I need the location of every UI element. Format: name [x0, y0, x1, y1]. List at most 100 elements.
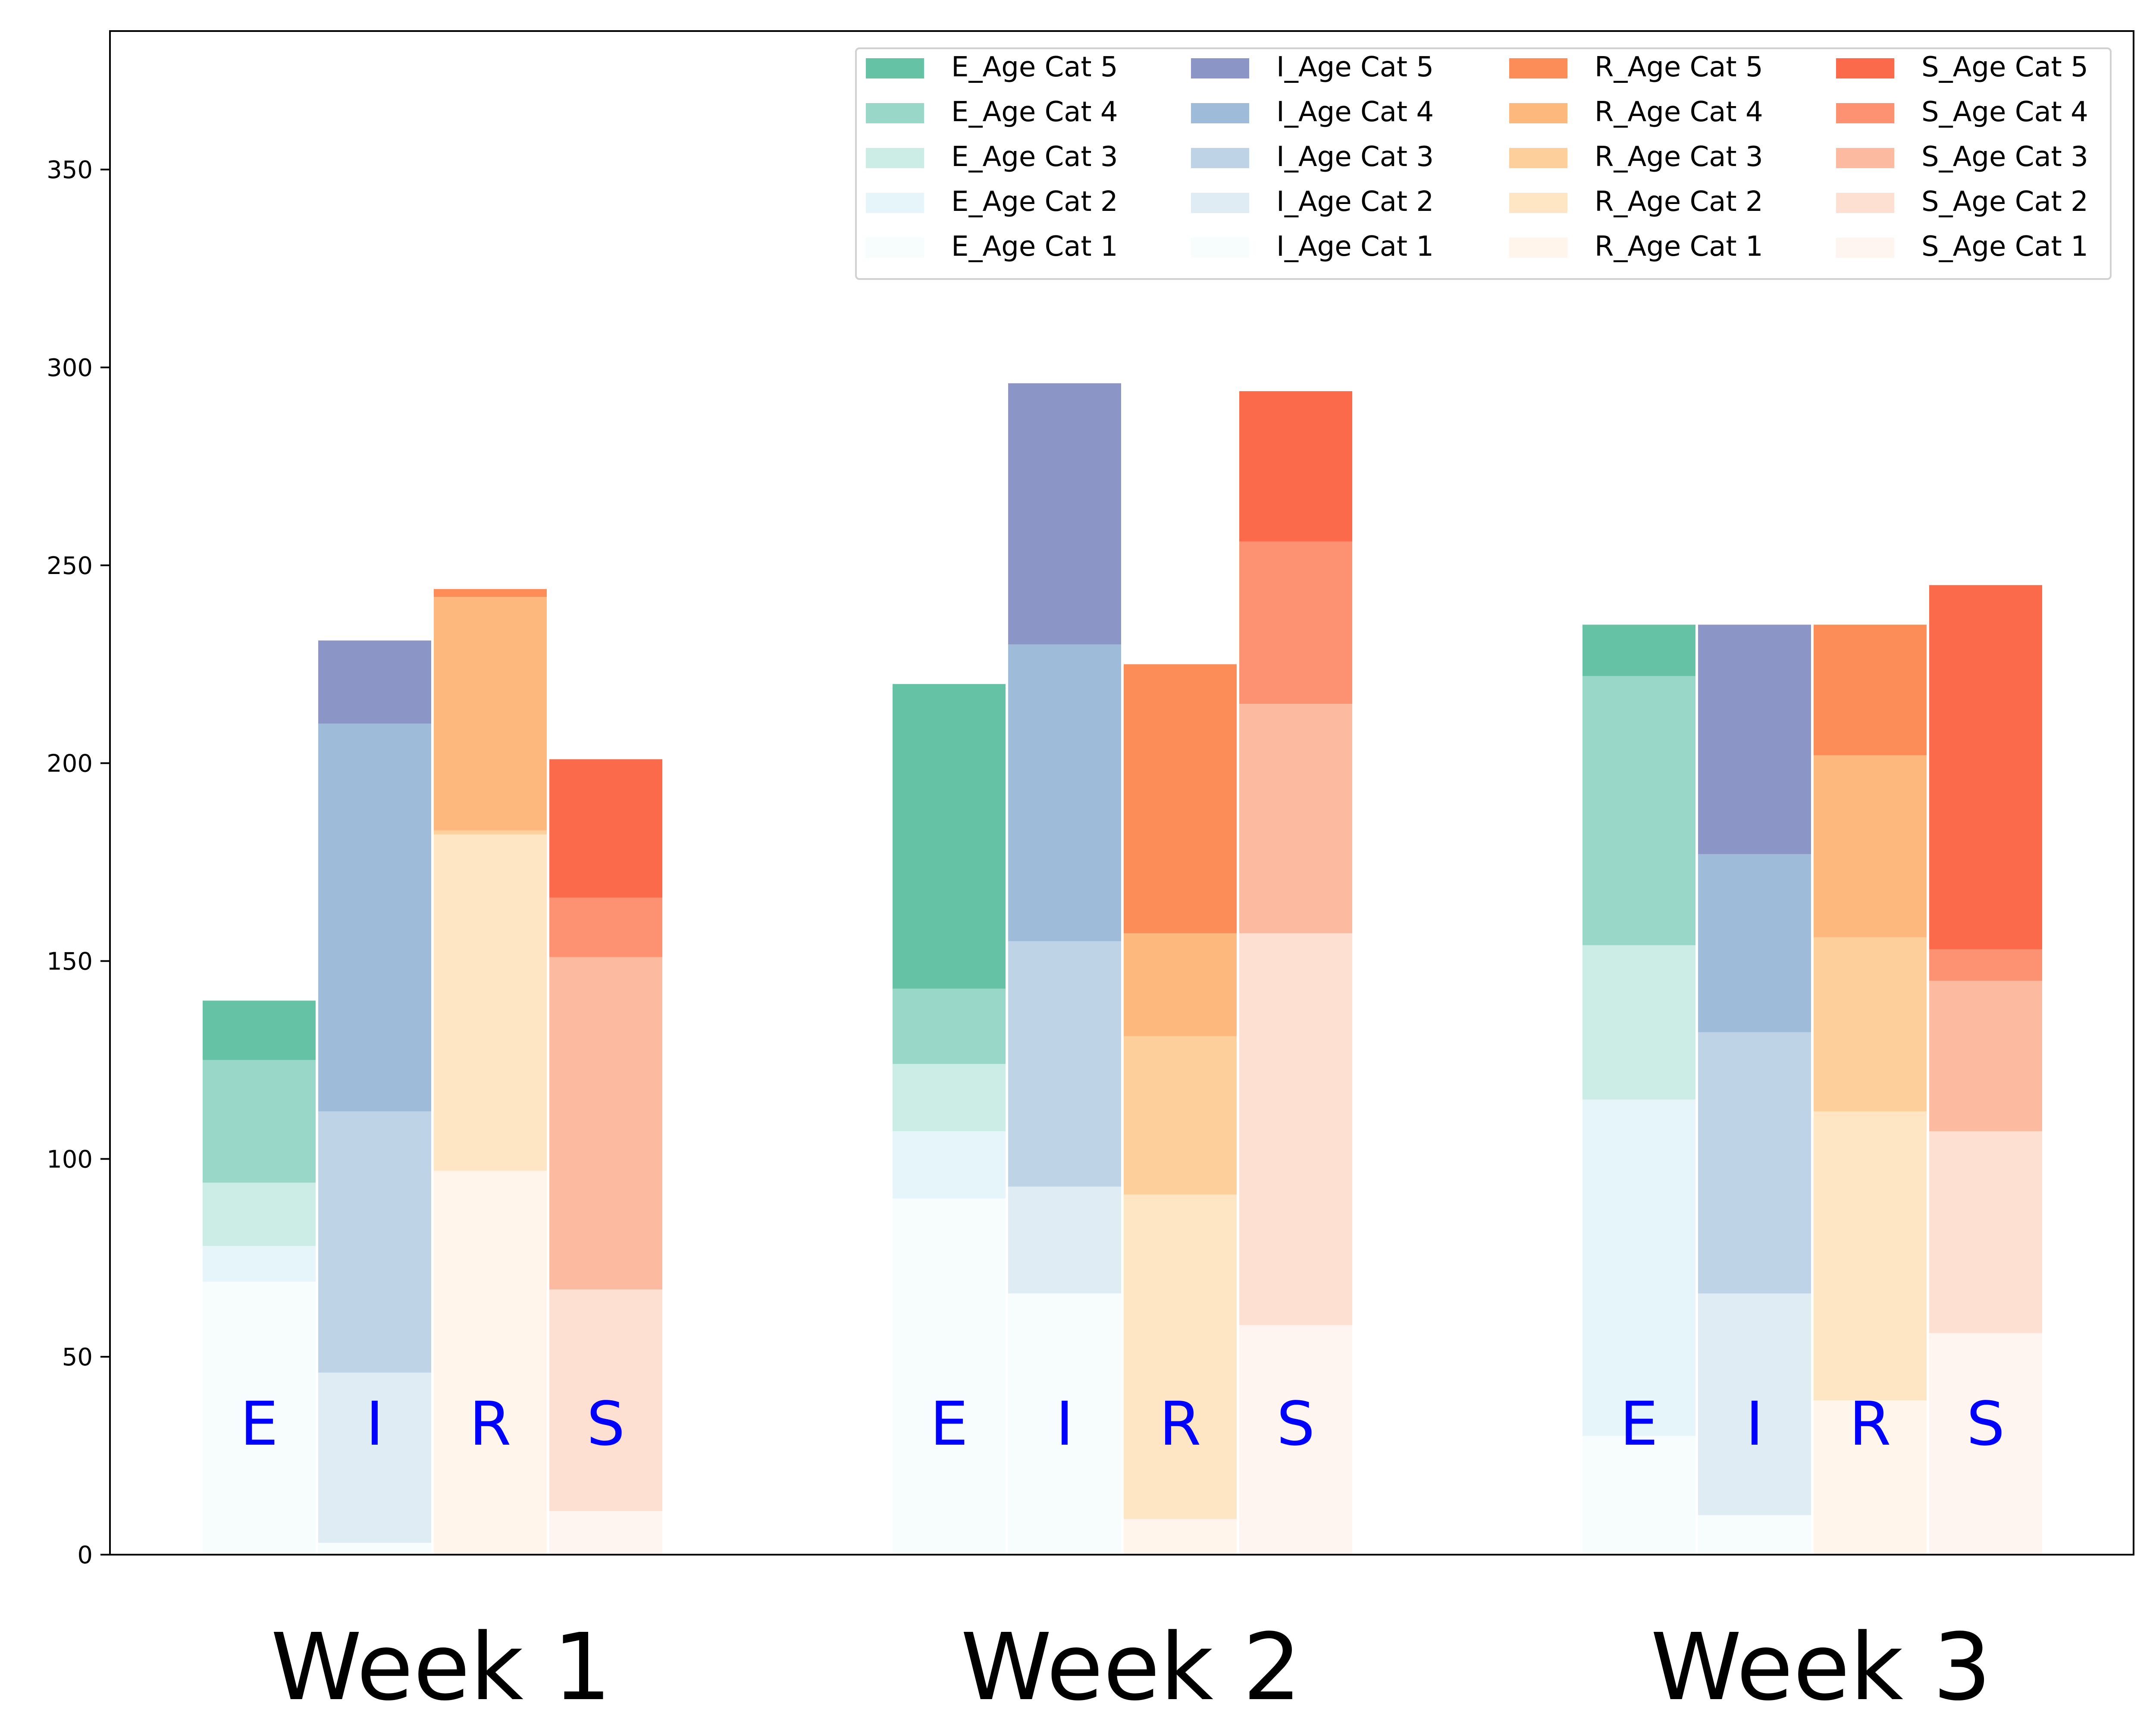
- bar-segment-e-agecat3-week1: [203, 1182, 316, 1246]
- y-tick-label: 0: [77, 1541, 93, 1569]
- y-tick-label: 200: [47, 750, 93, 778]
- bar-segment-e-agecat4-week3: [1583, 676, 1695, 945]
- y-tick-label: 150: [47, 948, 93, 976]
- bar-letter-s-week3: S: [1967, 1389, 2005, 1459]
- bar-segment-r-agecat5-week3: [1814, 624, 1927, 756]
- legend-swatch-s-agecat1: [1836, 238, 1894, 258]
- bar-segment-e-agecat5-week1: [203, 1000, 316, 1060]
- legend-swatch-r-agecat4: [1509, 103, 1567, 123]
- bar-segment-i-agecat2-week2: [1008, 1186, 1121, 1294]
- legend-label-s-agecat3: S_Age Cat 3: [1921, 141, 2088, 173]
- y-tick-label: 300: [47, 354, 93, 382]
- bar-segment-r-agecat2-week3: [1814, 1111, 1927, 1401]
- x-group-label-week2: Week 2: [961, 1614, 1301, 1721]
- legend-swatch-r-agecat3: [1509, 148, 1567, 168]
- legend-label-i-agecat2: I_Age Cat 2: [1276, 186, 1434, 218]
- bar-segment-i-agecat2-week3: [1698, 1293, 1811, 1515]
- y-tick-label: 250: [47, 552, 93, 580]
- legend-swatch-i-agecat5: [1191, 58, 1249, 78]
- bar-segment-i-agecat1-week2: [1008, 1293, 1121, 1555]
- bar-segment-r-agecat4-week2: [1124, 933, 1237, 1036]
- legend-swatch-e-agecat2: [866, 193, 924, 213]
- bar-segment-i-agecat3-week2: [1008, 941, 1121, 1187]
- bar-segment-i-agecat4-week2: [1008, 644, 1121, 941]
- legend-label-s-agecat4: S_Age Cat 4: [1921, 96, 2088, 128]
- bar-segment-s-agecat5-week1: [549, 759, 662, 898]
- legend-swatch-e-agecat1: [866, 238, 924, 258]
- bar-letter-s-week2: S: [1277, 1389, 1315, 1459]
- bar-segment-i-agecat2-week1: [318, 1372, 431, 1543]
- legend-label-r-agecat1: R_Age Cat 1: [1595, 231, 1763, 263]
- bar-segment-r-agecat5-week2: [1124, 664, 1237, 934]
- bar-segment-s-agecat2-week2: [1239, 933, 1352, 1325]
- legend-label-s-agecat1: S_Age Cat 1: [1921, 231, 2088, 263]
- bar-letter-i-week1: I: [366, 1389, 383, 1459]
- bar-segment-s-agecat3-week2: [1239, 704, 1352, 934]
- bar-segment-r-agecat1-week2: [1124, 1519, 1237, 1555]
- legend-swatch-s-agecat5: [1836, 58, 1894, 78]
- legend-label-i-agecat1: I_Age Cat 1: [1276, 231, 1434, 263]
- legend-label-r-agecat4: R_Age Cat 4: [1595, 96, 1763, 128]
- legend-label-r-agecat5: R_Age Cat 5: [1595, 51, 1763, 83]
- y-tick-label: 50: [62, 1343, 93, 1371]
- bar-segment-r-agecat3-week3: [1814, 937, 1927, 1112]
- bar-segment-r-agecat1-week1: [434, 1170, 547, 1555]
- bar-segment-r-agecat2-week1: [434, 834, 547, 1171]
- legend-swatch-s-agecat4: [1836, 103, 1894, 123]
- bar-segment-e-agecat3-week2: [893, 1064, 1006, 1132]
- bar-segment-i-agecat4-week1: [318, 723, 431, 1112]
- bar-segment-r-agecat1-week3: [1814, 1400, 1927, 1555]
- legend-label-s-agecat5: S_Age Cat 5: [1921, 51, 2088, 83]
- legend-label-i-agecat4: I_Age Cat 4: [1276, 96, 1434, 128]
- bar-letter-r-week2: R: [1159, 1389, 1201, 1459]
- bar-segment-s-agecat2-week3: [1929, 1131, 2042, 1333]
- legend-label-e-agecat4: E_Age Cat 4: [951, 96, 1118, 128]
- bar-segment-r-agecat3-week2: [1124, 1036, 1237, 1195]
- legend-label-e-agecat1: E_Age Cat 1: [951, 231, 1118, 263]
- bar-letter-e-week3: E: [1620, 1389, 1658, 1459]
- x-axis-group-labels: Week 1 Week 2 Week 3: [271, 1614, 1991, 1721]
- bar-segment-s-agecat1-week2: [1239, 1325, 1352, 1555]
- y-axis: 0 50 100 150 200 250 300 350: [47, 156, 110, 1569]
- bar-segment-r-agecat3-week1: [434, 830, 547, 834]
- bar-segment-r-agecat2-week2: [1124, 1194, 1237, 1519]
- legend-swatch-s-agecat2: [1836, 193, 1894, 213]
- bar-segment-s-agecat2-week1: [549, 1289, 662, 1512]
- bar-letter-e-week1: E: [240, 1389, 278, 1459]
- legend-swatch-s-agecat3: [1836, 148, 1894, 168]
- bar-segment-i-agecat1-week1: [318, 1543, 431, 1555]
- bar-segment-s-agecat1-week1: [549, 1511, 662, 1555]
- legend-label-r-agecat3: R_Age Cat 3: [1595, 141, 1763, 173]
- legend: E_Age Cat 5 I_Age Cat 5 R_Age Cat 5 S_Age C…: [855, 47, 2112, 280]
- legend-swatch-r-agecat1: [1509, 238, 1567, 258]
- legend-swatch-e-agecat4: [866, 103, 924, 123]
- legend-swatch-i-agecat1: [1191, 238, 1249, 258]
- bar-segment-e-agecat1-week1: [203, 1281, 316, 1555]
- legend-swatch-r-agecat5: [1509, 58, 1567, 78]
- legend-label-i-agecat3: I_Age Cat 3: [1276, 141, 1434, 173]
- legend-swatch-e-agecat5: [866, 58, 924, 78]
- bar-segment-s-agecat4-week1: [549, 897, 662, 957]
- bar-letter-i-week3: I: [1745, 1389, 1763, 1459]
- bar-segment-r-agecat5-week1: [434, 589, 547, 597]
- bar-segment-r-agecat4-week3: [1814, 755, 1927, 938]
- legend-swatch-e-agecat3: [866, 148, 924, 168]
- bar-segment-e-agecat2-week2: [893, 1131, 1006, 1199]
- bar-segment-e-agecat4-week2: [893, 988, 1006, 1064]
- bar-segment-s-agecat4-week2: [1239, 541, 1352, 704]
- plot-area-frame: [109, 30, 2134, 1556]
- bar-segment-e-agecat3-week3: [1583, 945, 1695, 1100]
- bar-segment-i-agecat1-week3: [1698, 1515, 1811, 1555]
- bar-letter-e-week2: E: [930, 1389, 968, 1459]
- bar-segment-i-agecat3-week3: [1698, 1032, 1811, 1294]
- legend-swatch-r-agecat2: [1509, 193, 1567, 213]
- bar-segment-s-agecat1-week3: [1929, 1333, 2042, 1555]
- legend-label-e-agecat2: E_Age Cat 2: [951, 186, 1118, 218]
- legend-box: [855, 47, 2112, 280]
- bar-segment-r-agecat4-week1: [434, 597, 547, 831]
- bar-segment-s-agecat5-week3: [1929, 585, 2042, 949]
- legend-label-e-agecat5: E_Age Cat 5: [951, 51, 1118, 83]
- bar-segment-e-agecat1-week3: [1583, 1436, 1695, 1555]
